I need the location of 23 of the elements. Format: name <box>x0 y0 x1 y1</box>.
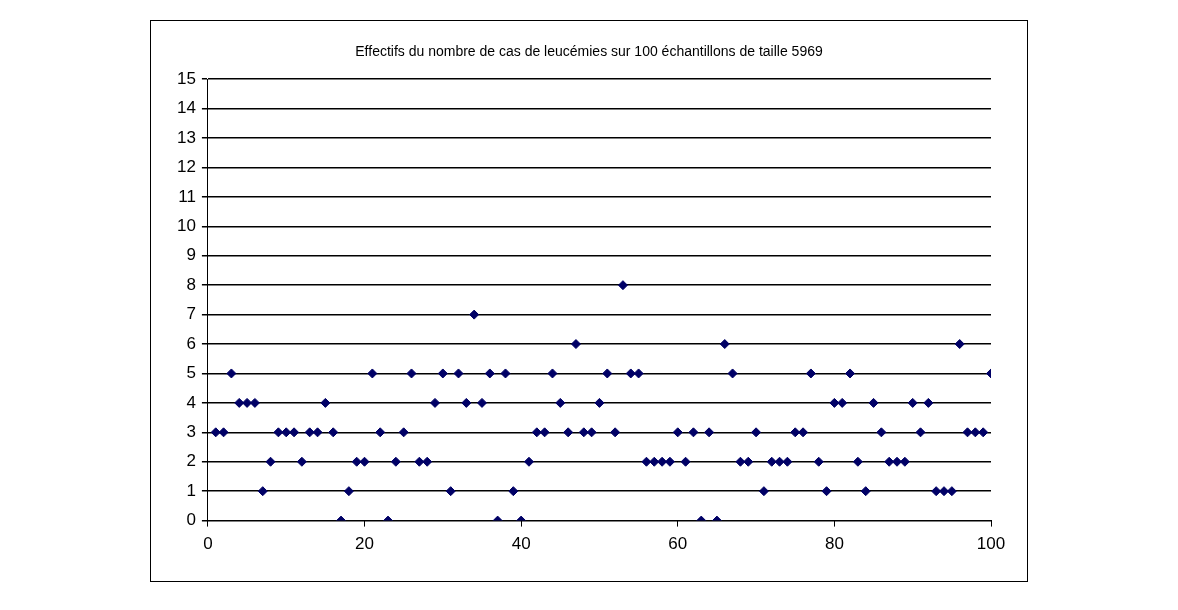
y-tick-label: 0 <box>186 510 196 530</box>
y-tick-label: 13 <box>176 127 196 147</box>
x-tick-label: 20 <box>355 534 374 554</box>
chart-title: Effectifs du nombre de cas de leucémies sur 100 échantillons de taille 5969 <box>354 43 824 61</box>
y-tick-label: 15 <box>176 68 196 88</box>
x-tick-label: 0 <box>203 534 213 554</box>
y-tick-label: 2 <box>186 451 196 471</box>
y-tick-label: 12 <box>176 157 196 177</box>
y-tick-label: 4 <box>186 392 196 412</box>
x-tick-label: 100 <box>976 534 1006 554</box>
y-tick-label: 11 <box>178 186 196 206</box>
y-tick-label: 1 <box>186 480 196 500</box>
x-tick-label: 80 <box>824 534 844 554</box>
x-tick-label: 60 <box>668 534 688 554</box>
x-tick-label: 40 <box>511 534 531 554</box>
y-tick-label: 14 <box>176 98 196 118</box>
y-tick-label: 3 <box>186 422 196 442</box>
y-tick-label: 8 <box>186 274 196 294</box>
y-tick-label: 9 <box>186 245 196 265</box>
y-tick-label: 10 <box>176 216 196 236</box>
y-tick-label: 7 <box>186 304 196 324</box>
y-tick-label: 6 <box>186 333 196 353</box>
y-tick-label: 5 <box>186 363 196 383</box>
